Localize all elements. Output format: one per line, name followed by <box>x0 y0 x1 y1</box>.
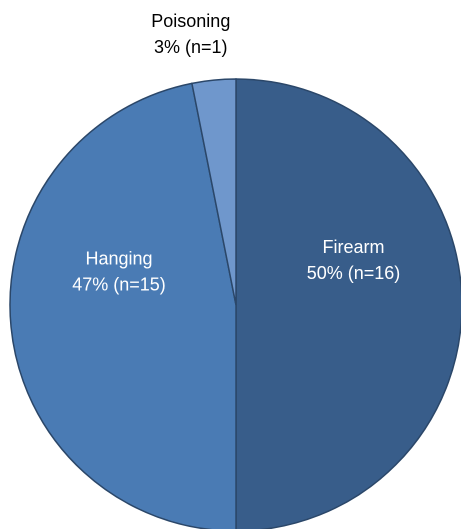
pie-slice-firearm <box>235 78 461 529</box>
slice-category-poisoning: Poisoning <box>151 11 230 31</box>
pie-labels: Firearm 50% (n=16) Hanging 47% (n=15) Poison… <box>72 11 400 295</box>
slice-percent-hanging: 47% (n=15) <box>72 275 166 295</box>
pie-slice-hanging <box>9 82 237 529</box>
pie-slices <box>9 78 461 529</box>
slice-category-firearm: Firearm <box>323 237 385 257</box>
slice-category-hanging: Hanging <box>85 249 152 269</box>
slice-percent-poisoning: 3% (n=1) <box>154 37 228 57</box>
slice-label-hanging: Hanging 47% (n=15) <box>72 249 166 295</box>
slice-label-poisoning: Poisoning 3% (n=1) <box>151 11 230 57</box>
pie-slice-poisoning <box>191 78 237 306</box>
slice-percent-firearm: 50% (n=16) <box>307 263 401 283</box>
slice-label-firearm: Firearm 50% (n=16) <box>307 237 401 283</box>
